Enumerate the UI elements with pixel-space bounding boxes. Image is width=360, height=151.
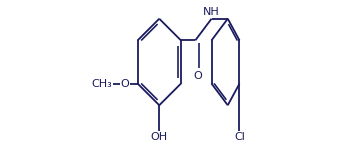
- Text: O: O: [121, 79, 129, 89]
- Text: NH: NH: [203, 7, 220, 17]
- Text: O: O: [194, 71, 202, 81]
- Text: CH₃: CH₃: [92, 79, 112, 89]
- Text: OH: OH: [151, 132, 168, 142]
- Text: Cl: Cl: [234, 132, 245, 142]
